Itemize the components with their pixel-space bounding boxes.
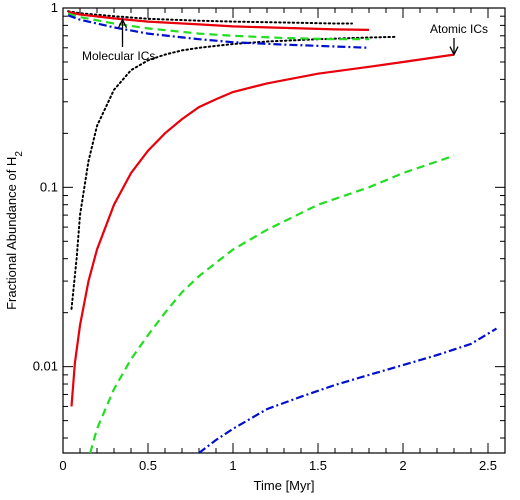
x-tick-label: 2.5 (479, 458, 497, 473)
x-tick-label: 1 (229, 458, 236, 473)
x-axis-label: Time [Myr] (254, 478, 315, 493)
annotation-arrowhead (449, 46, 459, 57)
annotation-label: Atomic ICs (430, 22, 488, 36)
x-tick-label: 0 (59, 458, 66, 473)
atomic-series-line-1 (70, 53, 455, 407)
y-tick-label: 0.01 (33, 359, 58, 374)
molecular-series-line-7 (67, 14, 370, 49)
y-axis-label: Fractional Abundance of H2 (4, 151, 25, 310)
molecular-series-line-5 (67, 10, 370, 31)
x-tick-label: 1.5 (309, 458, 327, 473)
y-tick-label: 0.1 (40, 179, 58, 194)
molecular-series-line-4 (67, 10, 353, 25)
x-tick-label: 0.5 (139, 458, 157, 473)
molecular-series-line-6 (67, 12, 369, 41)
annotation-label: Molecular ICs (82, 49, 155, 63)
series-layer (67, 10, 498, 454)
atomic-series-line-0 (70, 35, 396, 310)
annotation-arrowhead (117, 18, 128, 29)
plot-frame (62, 7, 506, 454)
y-tick-label: 1 (51, 0, 58, 15)
axis-tick-labels: 0 0.5 1 1.5 2 2.5 0.01 0.1 1 (33, 0, 497, 473)
annotation-layer: Atomic ICs Molecular ICs (82, 18, 488, 63)
atomic-series-line-2 (89, 154, 455, 454)
x-tick-label: 2 (399, 458, 406, 473)
axis-ticks (62, 7, 506, 453)
y-axis-label-subscript: 2 (14, 151, 25, 157)
atomic-series-line-3 (198, 327, 498, 454)
